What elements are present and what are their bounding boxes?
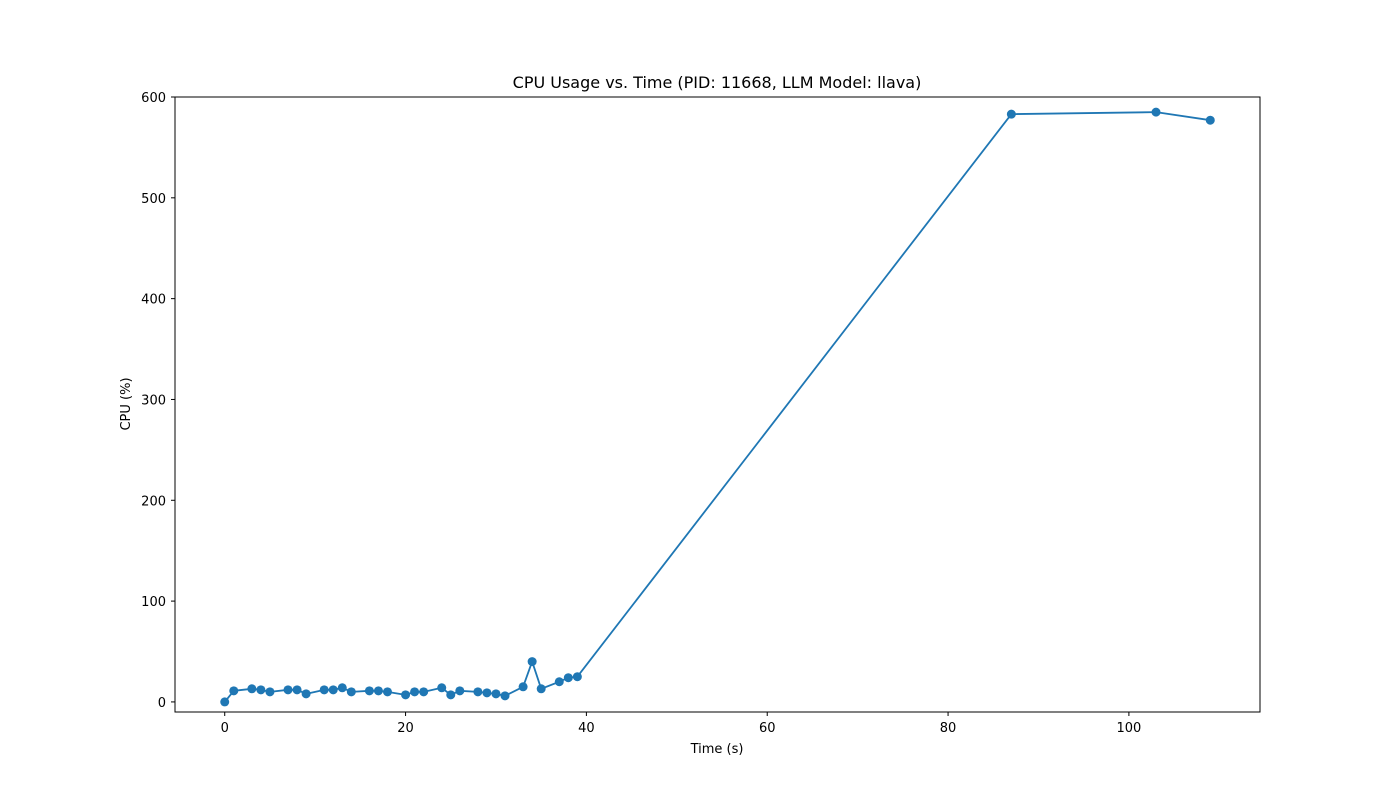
data-point	[265, 687, 275, 697]
data-point	[482, 688, 492, 698]
data-point	[346, 687, 356, 697]
x-tick-label: 20	[397, 721, 414, 736]
y-tick-label: 0	[158, 696, 166, 711]
y-tick-label: 100	[141, 595, 166, 610]
y-tick-label: 200	[141, 494, 166, 509]
data-point	[473, 687, 483, 697]
series-line	[224, 111, 1211, 703]
y-tick-label: 300	[141, 393, 166, 408]
data-point	[283, 685, 293, 695]
data-point	[382, 687, 392, 697]
data-point	[518, 682, 528, 692]
data-point	[563, 673, 573, 683]
data-point	[301, 689, 311, 699]
y-axis-label: CPU (%)	[119, 377, 134, 430]
data-point	[491, 689, 501, 699]
y-tick-label: 400	[141, 293, 166, 308]
data-point	[229, 686, 239, 696]
data-point	[419, 687, 429, 697]
data-point	[220, 697, 230, 707]
chart-title: CPU Usage vs. Time (PID: 11668, LLM Mode…	[513, 73, 922, 92]
plot-frame	[174, 96, 1261, 713]
data-point	[554, 677, 564, 687]
x-tick-label: 40	[578, 721, 595, 736]
series-layer	[220, 107, 1215, 707]
y-axis-ticks: 0 100 200 300 400 500 600	[141, 91, 175, 711]
x-tick-label: 0	[221, 721, 229, 736]
data-point	[337, 683, 347, 693]
data-point	[536, 684, 546, 694]
x-tick-label: 100	[1116, 721, 1141, 736]
y-tick-label: 600	[141, 91, 166, 106]
data-point	[437, 683, 447, 693]
x-tick-label: 80	[940, 721, 957, 736]
data-point	[446, 690, 456, 700]
data-point	[256, 685, 266, 695]
data-point	[292, 685, 302, 695]
data-point	[527, 657, 537, 667]
data-point	[455, 686, 465, 696]
y-tick-label: 500	[141, 192, 166, 207]
data-point	[401, 690, 411, 700]
data-point	[373, 686, 383, 696]
data-point	[500, 691, 510, 701]
data-point	[1006, 109, 1016, 119]
data-point	[1151, 107, 1161, 117]
data-point	[328, 685, 338, 695]
data-point	[364, 686, 374, 696]
data-point	[247, 684, 257, 694]
data-point	[572, 672, 582, 682]
data-point	[410, 687, 420, 697]
x-axis-ticks: 0 20 40 60 80 100	[221, 712, 1141, 736]
data-point	[319, 685, 329, 695]
x-axis-label: Time (s)	[690, 742, 744, 757]
x-tick-label: 60	[759, 721, 776, 736]
data-point	[1205, 115, 1215, 125]
